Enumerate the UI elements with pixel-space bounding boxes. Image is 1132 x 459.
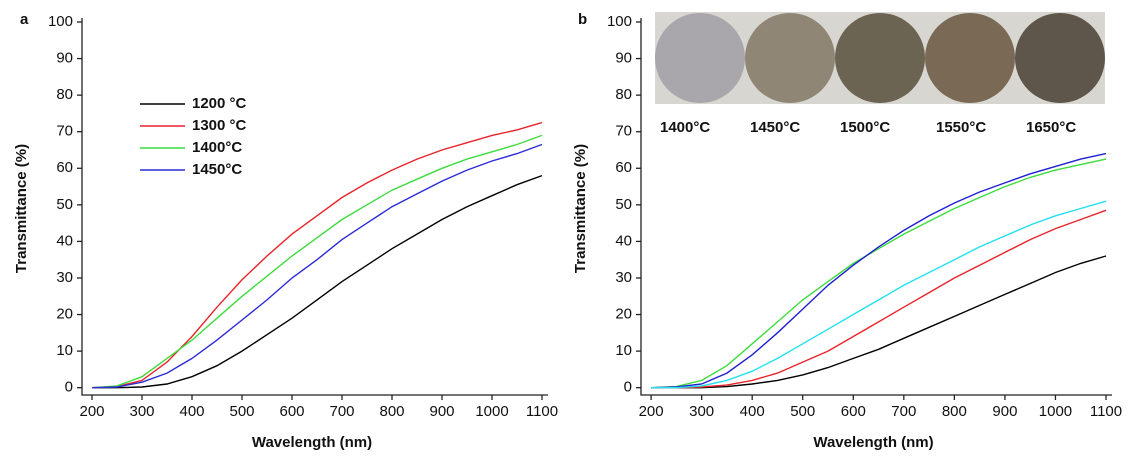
series-line: [651, 209, 1107, 389]
sample-disk: [925, 13, 1015, 103]
x-axis-label: Wavelength (nm): [252, 434, 372, 451]
y-tick-label: 90: [56, 50, 73, 67]
y-axis-label: Transmittance (%): [572, 144, 589, 273]
x-tick-label: 700: [329, 403, 354, 420]
legend-label: 1500°C: [840, 119, 890, 136]
axis-line: [81, 18, 548, 396]
legend-label: 1400°C: [660, 119, 710, 136]
legend-label: 1550°C: [936, 119, 986, 136]
y-tick-label: 100: [48, 13, 73, 30]
x-tick-label: 300: [689, 403, 714, 420]
y-tick-label: 10: [615, 342, 632, 359]
x-tick-label: 900: [429, 403, 454, 420]
series-line: [91, 143, 543, 389]
sample-disk: [1015, 13, 1105, 103]
panel-label: b: [578, 11, 587, 28]
x-axis-label: Wavelength (nm): [813, 434, 933, 451]
y-tick-label: 30: [56, 269, 73, 286]
x-tick-label: 600: [279, 403, 304, 420]
y-tick-label: 40: [615, 232, 632, 249]
y-tick-label: 40: [56, 232, 73, 249]
x-tick-label: 900: [992, 403, 1017, 420]
x-tick-label: 500: [790, 403, 815, 420]
y-tick-label: 100: [607, 13, 632, 30]
series-line: [651, 158, 1107, 389]
y-tick-label: 50: [56, 196, 73, 213]
y-tick-label: 60: [615, 159, 632, 176]
sample-disk: [835, 13, 925, 103]
x-tick-label: 1100: [1090, 403, 1122, 420]
y-tick-label: 10: [56, 342, 73, 359]
y-axis-label: Transmittance (%): [13, 144, 30, 273]
legend-label: 1300 °C: [192, 117, 247, 134]
series-line: [651, 255, 1107, 389]
legend-label: 1200 °C: [192, 95, 247, 112]
x-tick-label: 200: [79, 403, 104, 420]
x-tick-label: 800: [942, 403, 967, 420]
x-tick-label: 400: [179, 403, 204, 420]
x-tick-label: 1100: [526, 403, 558, 420]
y-tick-label: 50: [615, 196, 632, 213]
y-tick-label: 80: [615, 86, 632, 103]
photo-strip: [655, 12, 1105, 104]
panel-label: a: [20, 11, 29, 28]
legend-label: 1450°C: [750, 119, 800, 136]
y-tick-label: 80: [56, 86, 73, 103]
series-line: [651, 200, 1107, 389]
y-tick-label: 0: [65, 379, 73, 396]
legend-label: 1400°C: [192, 139, 242, 156]
series-line: [91, 121, 543, 389]
legend-label: 1450°C: [192, 161, 242, 178]
x-tick-label: 1000: [1039, 403, 1072, 420]
sample-disk: [745, 13, 835, 103]
x-tick-label: 600: [841, 403, 866, 420]
series-line: [92, 174, 543, 389]
x-tick-label: 300: [129, 403, 154, 420]
x-tick-label: 1000: [475, 403, 508, 420]
y-tick-label: 90: [615, 50, 632, 67]
x-tick-label: 500: [229, 403, 254, 420]
x-tick-label: 800: [379, 403, 404, 420]
legend-label: 1650°C: [1026, 119, 1076, 136]
y-tick-label: 20: [56, 306, 73, 323]
y-tick-label: 20: [615, 306, 632, 323]
y-tick-label: 30: [615, 269, 632, 286]
y-tick-label: 70: [56, 123, 73, 140]
y-tick-label: 70: [615, 123, 632, 140]
x-tick-label: 200: [639, 403, 664, 420]
series-line: [91, 134, 543, 389]
x-tick-label: 400: [740, 403, 765, 420]
y-tick-label: 0: [624, 379, 632, 396]
x-tick-label: 700: [891, 403, 916, 420]
sample-disk: [655, 13, 745, 103]
y-tick-label: 60: [56, 159, 73, 176]
series-line: [651, 152, 1107, 389]
